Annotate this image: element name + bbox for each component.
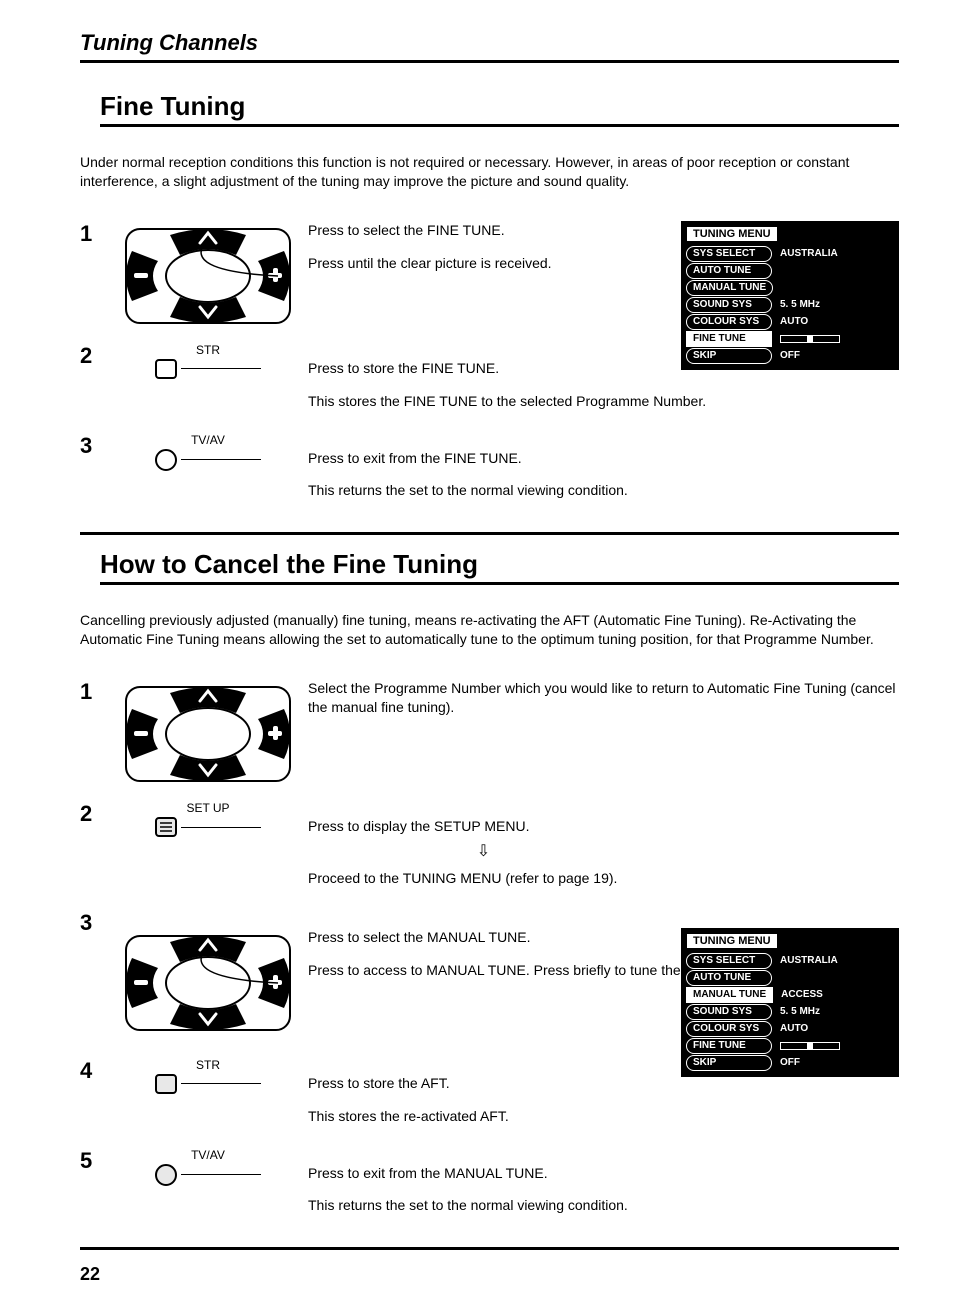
step-number: 2 [80, 801, 108, 825]
s2-step2: 2 SET UP Press to display the SETUP MENU… [80, 801, 899, 902]
s2-step3: 3 Press to select the MANUAL TUNE. Press… [80, 910, 899, 1050]
step-number: 1 [80, 679, 108, 703]
menu-key: AUTO TUNE [686, 263, 772, 279]
step-number: 5 [80, 1148, 108, 1172]
menu-row: COLOUR SYS AUTO [686, 314, 894, 330]
step-text: This returns the set to the normal viewi… [308, 481, 899, 500]
menu-key: AUTO TUNE [686, 970, 772, 986]
tuning-menu-1: TUNING MENU SYS SELECT AUSTRALIA AUTO TUNEM… [681, 221, 899, 370]
menu-key: FINE TUNE [686, 1038, 772, 1054]
menu-value: 5. 5 MHz [780, 1006, 820, 1017]
menu-row: SYS SELECT AUSTRALIA [686, 246, 894, 262]
menu-value: AUSTRALIA [780, 248, 838, 259]
step-text: Press to exit from the MANUAL TUNE. [308, 1164, 899, 1183]
arrow-down-icon: ⇩ [477, 844, 490, 860]
menu-value: 5. 5 MHz [780, 299, 820, 310]
menu-key: SYS SELECT [686, 246, 772, 262]
section2-intro: Cancelling previously adjusted (manually… [80, 611, 899, 649]
menu-row: MANUAL TUNE [686, 280, 894, 296]
menu-title: TUNING MENU [686, 226, 778, 242]
menu-value: OFF [780, 350, 800, 361]
menu-row: COLOUR SYS AUTO [686, 1021, 894, 1037]
menu-value: ACCESS [781, 989, 823, 1000]
str-button-icon [155, 359, 177, 379]
dpad-icon [118, 221, 298, 331]
divider [80, 1247, 899, 1250]
step-text: Press to display the SETUP MENU. [308, 817, 899, 836]
tuning-menu-2: TUNING MENU SYS SELECT AUSTRALIA AUTO TUNEM… [681, 928, 899, 1077]
dpad-icon [118, 679, 298, 789]
step-number: 3 [80, 433, 108, 457]
menu-key: MANUAL TUNE [686, 987, 773, 1003]
button-label: STR [196, 343, 220, 357]
step-text: This stores the re-activated AFT. [308, 1107, 899, 1126]
menu-value: AUTO [780, 1023, 808, 1034]
menu-value [780, 1040, 840, 1051]
step-text: Press to exit from the FINE TUNE. [308, 449, 899, 468]
step-text: This returns the set to the normal viewi… [308, 1196, 899, 1215]
button-label: STR [196, 1058, 220, 1072]
menu-row: SKIP OFF [686, 348, 894, 364]
page-number: 22 [80, 1264, 899, 1285]
step-number: 3 [80, 910, 108, 934]
menu-key: SYS SELECT [686, 953, 772, 969]
menu-row: SKIP OFF [686, 1055, 894, 1071]
s1-step3: 3 TV/AV Press to exit from the FINE TUNE… [80, 433, 899, 515]
button-label: SET UP [186, 801, 229, 815]
slider-bar-icon [780, 1042, 840, 1050]
menu-row: FINE TUNE [686, 1038, 894, 1054]
menu-key: FINE TUNE [686, 331, 772, 347]
button-label: TV/AV [191, 1148, 225, 1162]
button-label: TV/AV [191, 433, 225, 447]
str-button-icon [155, 1074, 177, 1094]
s2-step5: 5 TV/AV Press to exit from the MANUAL TU… [80, 1148, 899, 1230]
section1-title: Fine Tuning [100, 91, 899, 127]
setup-button-icon [155, 817, 177, 837]
step-number: 1 [80, 221, 108, 245]
menu-key: COLOUR SYS [686, 1021, 772, 1037]
step-text: Select the Programme Number which you wo… [308, 679, 899, 717]
s2-step1: 1 Select the Programme Number which you … [80, 679, 899, 789]
slider-bar-icon [780, 335, 840, 343]
divider [80, 532, 899, 535]
tvav-button-icon [155, 1164, 177, 1186]
page-header: Tuning Channels [80, 30, 899, 63]
section1-intro: Under normal reception conditions this f… [80, 153, 899, 191]
step-number: 4 [80, 1058, 108, 1082]
menu-value [780, 333, 840, 344]
menu-key: SKIP [686, 348, 772, 364]
menu-key: MANUAL TUNE [686, 280, 773, 296]
dpad-icon [118, 928, 298, 1038]
menu-key: SOUND SYS [686, 1004, 772, 1020]
menu-value: OFF [780, 1057, 800, 1068]
section2-title: How to Cancel the Fine Tuning [100, 549, 899, 585]
step-text: Proceed to the TUNING MENU (refer to pag… [308, 869, 899, 888]
menu-row: MANUAL TUNE ACCESS [686, 987, 894, 1003]
menu-title: TUNING MENU [686, 933, 778, 949]
menu-value: AUSTRALIA [780, 955, 838, 966]
menu-row: FINE TUNE [686, 331, 894, 347]
menu-row: SYS SELECT AUSTRALIA [686, 953, 894, 969]
menu-key: SOUND SYS [686, 297, 772, 313]
menu-row: SOUND SYS 5. 5 MHz [686, 1004, 894, 1020]
menu-row: AUTO TUNE [686, 970, 894, 986]
s1-step1: 1 Press to select the FINE TUNE. Press u… [80, 221, 899, 331]
menu-row: AUTO TUNE [686, 263, 894, 279]
menu-row: SOUND SYS 5. 5 MHz [686, 297, 894, 313]
tvav-button-icon [155, 449, 177, 471]
menu-key: SKIP [686, 1055, 772, 1071]
menu-value: AUTO [780, 316, 808, 327]
step-number: 2 [80, 343, 108, 367]
step-text: This stores the FINE TUNE to the selecte… [308, 392, 899, 411]
menu-key: COLOUR SYS [686, 314, 772, 330]
